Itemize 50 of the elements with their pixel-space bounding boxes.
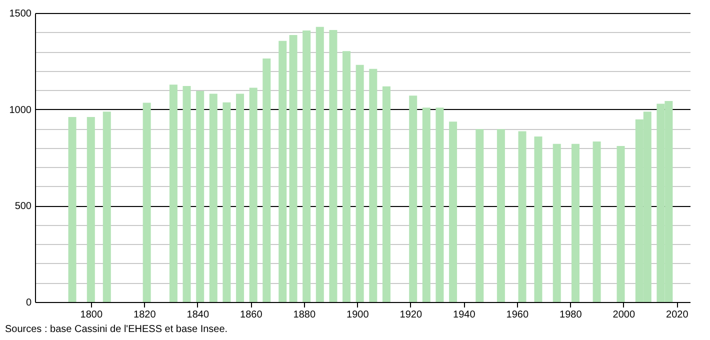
bar bbox=[329, 30, 338, 302]
bar bbox=[142, 102, 151, 302]
source-note: Sources : base Cassini de l'EHESS et base Insee. bbox=[5, 324, 228, 335]
x-tick-label: 1900 bbox=[346, 310, 370, 320]
bar bbox=[236, 94, 244, 302]
x-tick-label: 1980 bbox=[560, 310, 582, 320]
bar bbox=[68, 117, 76, 302]
bar bbox=[496, 129, 505, 302]
bar bbox=[356, 64, 364, 302]
y-tick-label: 1000 bbox=[9, 104, 32, 116]
bar bbox=[342, 51, 351, 302]
bar bbox=[222, 102, 231, 302]
y-tick-label: 0 bbox=[26, 298, 32, 308]
bar bbox=[289, 34, 298, 302]
bar bbox=[436, 108, 444, 302]
bar bbox=[278, 40, 287, 302]
bar bbox=[196, 91, 204, 302]
bar bbox=[302, 30, 311, 302]
bar bbox=[476, 129, 484, 302]
x-tick-label: 2020 bbox=[666, 310, 689, 320]
bar bbox=[262, 58, 271, 302]
bar bbox=[616, 146, 625, 302]
x-tick-label: 1880 bbox=[293, 310, 316, 320]
bar bbox=[169, 84, 178, 302]
bar bbox=[182, 86, 191, 302]
bar bbox=[409, 96, 418, 302]
y-tick-label: 500 bbox=[14, 201, 32, 212]
bar bbox=[369, 68, 378, 302]
bar bbox=[249, 88, 258, 302]
bar bbox=[422, 108, 430, 302]
y-tick-label: 1500 bbox=[9, 8, 32, 20]
x-tick-label: 1840 bbox=[186, 310, 210, 320]
bar bbox=[102, 112, 111, 302]
bar bbox=[449, 122, 458, 302]
x-tick-label: 1920 bbox=[400, 310, 422, 320]
bar bbox=[592, 142, 601, 302]
bar bbox=[518, 131, 526, 302]
x-tick-label: 1940 bbox=[453, 310, 476, 320]
bar bbox=[552, 144, 561, 302]
bar bbox=[209, 94, 218, 302]
x-tick-label: 1800 bbox=[80, 310, 103, 320]
bar bbox=[572, 144, 580, 302]
x-tick-label: 1960 bbox=[506, 310, 529, 320]
bar bbox=[534, 136, 542, 302]
bar bbox=[316, 26, 324, 302]
x-tick-label: 1860 bbox=[240, 310, 263, 320]
bar bbox=[382, 86, 390, 302]
x-tick-label: 2000 bbox=[612, 310, 636, 320]
bar bbox=[86, 117, 95, 302]
x-tick-label: 1820 bbox=[134, 310, 156, 320]
